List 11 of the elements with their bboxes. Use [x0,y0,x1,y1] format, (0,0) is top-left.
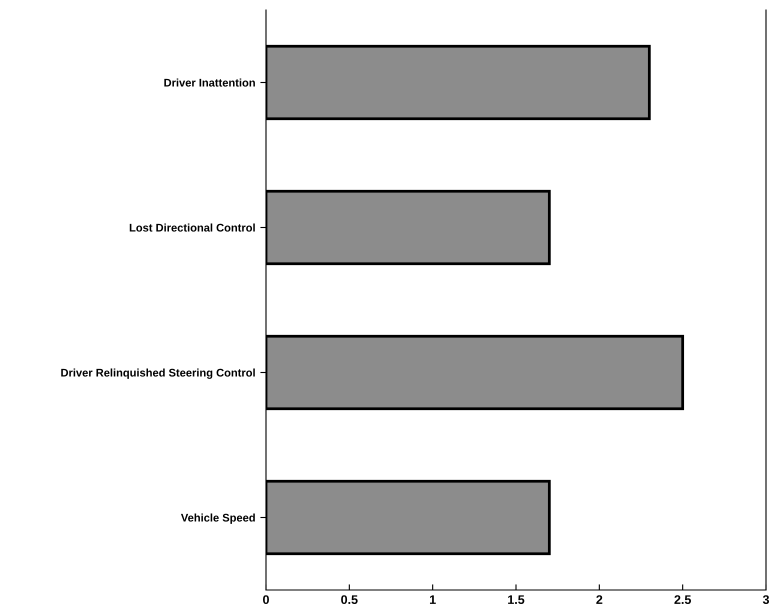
y-tick-label: Lost Directional Control [130,223,255,232]
x-tick-label: 3 [762,595,770,604]
x-tick-label: 2.5 [674,595,692,604]
x-tick-label: 1.5 [508,595,524,604]
x-tick-label: 0.5 [341,595,358,604]
x-tick-label: 2 [596,595,602,604]
y-tick-label: Driver Relinquished Steering Control [61,368,255,379]
x-tick-label: 1 [430,595,436,604]
y-tick-label: Driver Inattention [164,78,255,87]
x-tick-label: 0 [263,595,269,604]
y-tick-label: Vehicle Speed [180,513,255,524]
